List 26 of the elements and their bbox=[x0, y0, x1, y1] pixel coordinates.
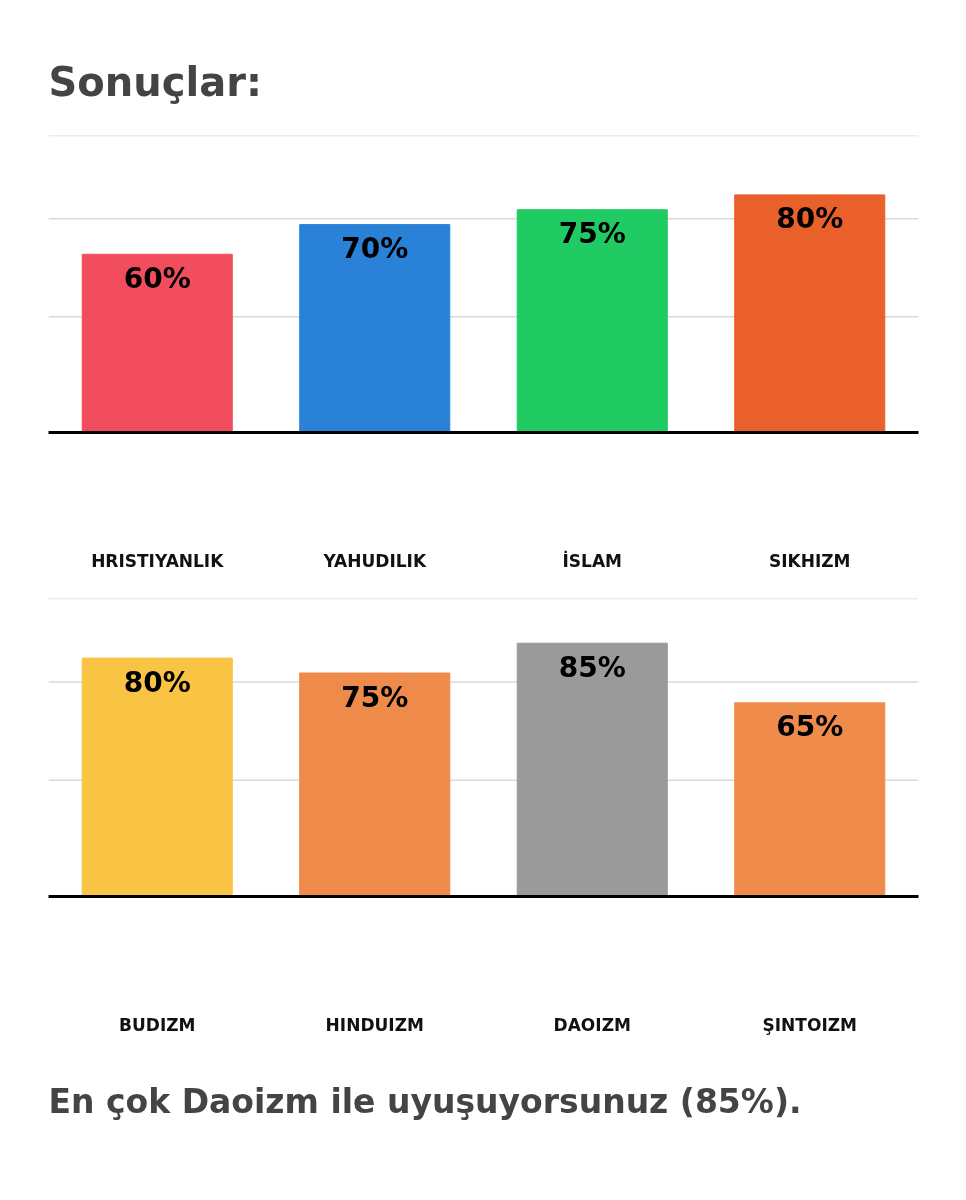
data-label: 60% bbox=[123, 261, 191, 295]
x-tick-label: ŞINTOIZM bbox=[762, 1014, 857, 1035]
x-tick-label: İSLAM bbox=[562, 549, 622, 571]
data-label: 80% bbox=[776, 202, 844, 236]
x-tick-label: HRISTIYANLIK bbox=[91, 550, 225, 571]
bar bbox=[81, 657, 233, 897]
bar bbox=[516, 209, 668, 433]
data-label: 70% bbox=[341, 232, 409, 266]
x-tick-label: HINDUIZM bbox=[325, 1014, 424, 1035]
x-tick-label: SIKHIZM bbox=[768, 550, 851, 571]
text: En çok Daoizm ile uyuşuyorsunuz (85%). bbox=[48, 1082, 802, 1121]
data-label: 75% bbox=[341, 680, 409, 714]
bar bbox=[299, 224, 451, 433]
x-tick-label: DAOIZM bbox=[553, 1014, 631, 1035]
chart-title: Sonuçlar: bbox=[48, 58, 262, 105]
data-label: 85% bbox=[558, 650, 626, 684]
data-label: 80% bbox=[123, 665, 191, 699]
data-label: 65% bbox=[776, 710, 844, 744]
x-tick-label: BUDIZM bbox=[119, 1014, 196, 1035]
bar bbox=[299, 672, 451, 897]
data-label: 75% bbox=[558, 217, 626, 251]
bar bbox=[734, 702, 886, 897]
bar bbox=[734, 194, 886, 433]
bar bbox=[81, 253, 233, 433]
x-tick-label: YAHUDILIK bbox=[322, 550, 427, 571]
bar bbox=[516, 642, 668, 897]
